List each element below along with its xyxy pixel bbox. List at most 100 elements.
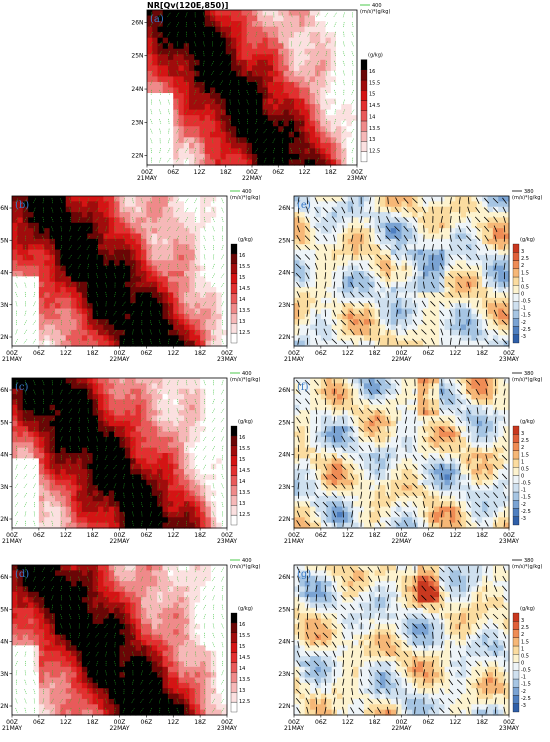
field-cell bbox=[330, 87, 337, 94]
field-cell bbox=[173, 201, 180, 208]
field-cell bbox=[449, 201, 456, 208]
flux-vector bbox=[431, 272, 435, 280]
field-cell bbox=[326, 340, 333, 347]
flux-vector bbox=[68, 245, 72, 250]
field-cell bbox=[257, 93, 264, 100]
field-cell bbox=[225, 26, 232, 33]
field-cell bbox=[487, 238, 494, 245]
field-cell bbox=[341, 93, 348, 100]
field-cell bbox=[141, 201, 147, 208]
field-cell bbox=[466, 254, 472, 261]
flux-vector bbox=[290, 12, 293, 18]
flux-vector bbox=[51, 217, 54, 222]
field-cell bbox=[22, 329, 29, 336]
field-cell bbox=[119, 271, 126, 277]
flux-vector bbox=[141, 310, 143, 316]
field-cell bbox=[204, 87, 211, 94]
field-cell bbox=[92, 340, 99, 347]
field-cell bbox=[147, 120, 153, 127]
flux-vector bbox=[220, 12, 223, 18]
field-cell bbox=[304, 254, 311, 261]
field-cell bbox=[130, 260, 137, 267]
field-cell bbox=[309, 153, 316, 161]
field-cell bbox=[44, 420, 51, 427]
field-cell bbox=[17, 490, 24, 497]
field-cell bbox=[44, 511, 51, 518]
colorbar-swatch bbox=[360, 131, 368, 142]
field-cell bbox=[194, 271, 201, 277]
field-cell bbox=[28, 276, 35, 283]
field-cell bbox=[38, 394, 45, 401]
flux-vector bbox=[193, 119, 197, 124]
field-cell bbox=[310, 319, 317, 326]
field-cell bbox=[299, 142, 306, 149]
field-cell bbox=[390, 287, 397, 294]
field-cell bbox=[178, 26, 185, 33]
field-cell bbox=[412, 233, 419, 240]
field-cell bbox=[341, 109, 348, 116]
field-cell bbox=[44, 212, 51, 219]
field-cell bbox=[476, 233, 483, 240]
field-cell bbox=[498, 238, 505, 245]
field-cell bbox=[380, 335, 386, 342]
field-cell bbox=[241, 37, 248, 44]
flux-vector bbox=[78, 338, 80, 344]
field-cell bbox=[103, 265, 110, 272]
field-cell bbox=[141, 329, 147, 336]
field-cell bbox=[189, 15, 195, 22]
field-cell bbox=[476, 254, 483, 261]
flux-vector bbox=[290, 22, 293, 28]
field-cell bbox=[369, 206, 376, 213]
field-cell bbox=[60, 469, 67, 476]
field-cell bbox=[12, 196, 18, 202]
field-cell bbox=[449, 212, 456, 219]
field-cell bbox=[331, 228, 338, 235]
field-cell bbox=[71, 281, 78, 288]
field-cell bbox=[220, 26, 227, 33]
field-cell bbox=[294, 87, 300, 94]
field-cell bbox=[28, 319, 35, 326]
field-cell bbox=[299, 340, 306, 347]
flux-vector bbox=[122, 245, 125, 251]
field-cell bbox=[103, 228, 110, 235]
flux-vector bbox=[387, 197, 389, 205]
flux-vector bbox=[297, 215, 300, 223]
field-cell bbox=[231, 32, 237, 39]
field-cell bbox=[315, 329, 322, 336]
field-cell bbox=[65, 276, 72, 283]
field-cell bbox=[108, 287, 115, 294]
field-cell bbox=[417, 196, 424, 202]
field-cell bbox=[38, 292, 45, 299]
field-cell bbox=[401, 254, 408, 261]
flux-vector bbox=[502, 300, 507, 308]
field-cell bbox=[353, 324, 360, 331]
flux-vector bbox=[483, 207, 490, 213]
field-cell bbox=[273, 54, 279, 61]
field-cell bbox=[71, 244, 78, 251]
field-cell bbox=[326, 196, 333, 202]
field-cell bbox=[380, 206, 386, 213]
flux-vector bbox=[149, 41, 154, 47]
field-cell bbox=[471, 254, 478, 261]
colorbar-unit: (g/kg) bbox=[238, 237, 253, 243]
field-cell bbox=[76, 297, 83, 304]
flux-vector bbox=[185, 22, 187, 28]
field-cell bbox=[38, 458, 45, 465]
field-cell bbox=[439, 201, 446, 208]
field-cell bbox=[183, 26, 190, 33]
flux-vector bbox=[255, 118, 258, 124]
flux-vector bbox=[324, 253, 327, 261]
flux-vector bbox=[158, 41, 162, 47]
field-cell bbox=[221, 222, 228, 229]
field-cell bbox=[168, 54, 174, 61]
field-cell bbox=[346, 131, 353, 138]
flux-vector bbox=[113, 310, 117, 316]
field-cell bbox=[173, 70, 180, 78]
field-cell bbox=[141, 238, 147, 245]
field-cell bbox=[309, 137, 316, 144]
field-cell bbox=[482, 297, 489, 304]
field-cell bbox=[55, 495, 61, 502]
field-cell bbox=[60, 217, 67, 224]
field-cell bbox=[353, 228, 360, 235]
field-cell bbox=[498, 233, 505, 240]
